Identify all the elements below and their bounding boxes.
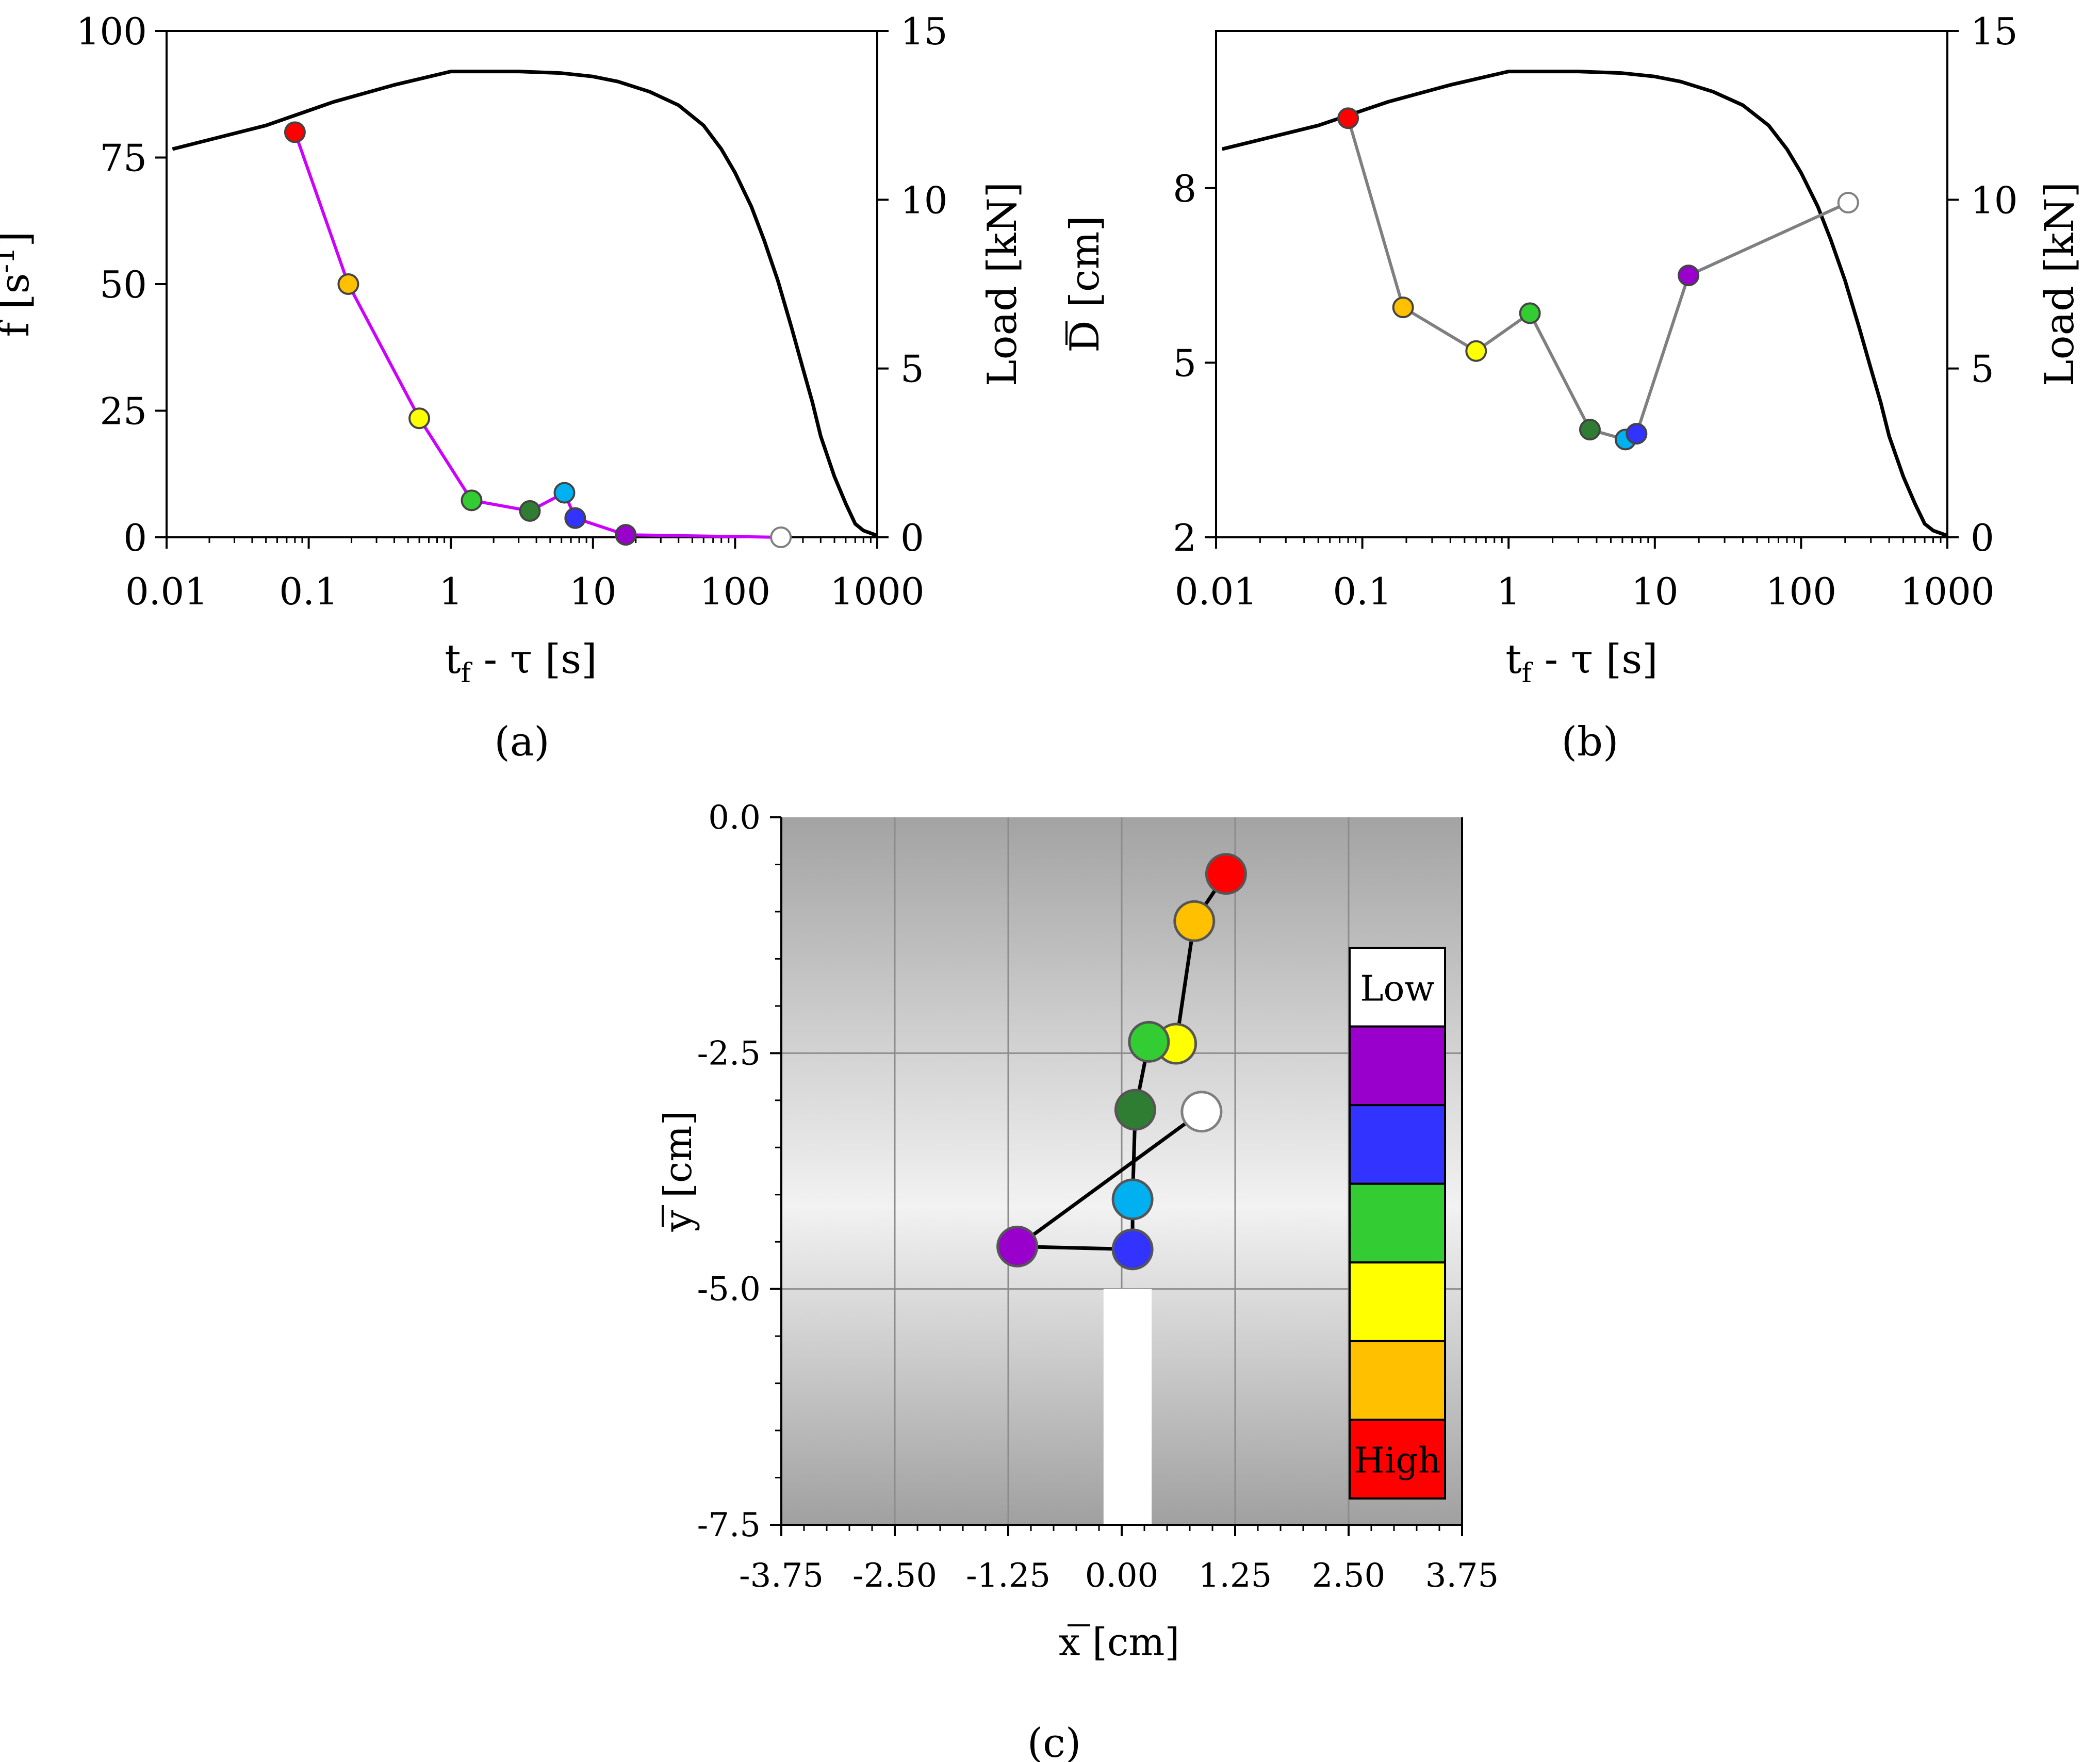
panel-b-x-axis-label: tf - τ [s] bbox=[1505, 636, 1658, 689]
panel-c-legend-swatch bbox=[1349, 1261, 1446, 1342]
panel-a-x-tick-label: 1 bbox=[439, 570, 463, 613]
panel-a-marker-line bbox=[293, 131, 781, 539]
panel-b-x-tick-label: 0.1 bbox=[1333, 570, 1392, 613]
panel-c-y-tick-label: 0.0 bbox=[708, 799, 761, 837]
panel-a-y-tick-label: 25 bbox=[100, 390, 147, 433]
panel-c-data-point bbox=[1114, 1089, 1156, 1131]
panel-c-slot bbox=[1103, 1289, 1152, 1525]
panel-a-data-point bbox=[284, 121, 306, 143]
panel-c-x-tick-label: 0.00 bbox=[1085, 1557, 1159, 1595]
panel-c-label: (c) bbox=[1027, 1720, 1081, 1762]
panel-a-data-point bbox=[770, 526, 792, 548]
panel-b-label: (b) bbox=[1562, 719, 1619, 765]
panel-b-chart: 0.01 0.1 1 10 100 1000 2 5 8 0 5 10 15 tf - τ [s] D … bbox=[1062, 10, 2083, 765]
panel-a-label: (a) bbox=[494, 719, 549, 765]
panel-b-y2-tick-label: 10 bbox=[1971, 178, 2018, 222]
panel-b-data-point bbox=[1837, 191, 1859, 213]
panel-c-x-tick-label: 3.75 bbox=[1425, 1557, 1499, 1595]
panel-a-y2-tick-label: 0 bbox=[900, 516, 924, 559]
panel-b-y-tick-label: 2 bbox=[1173, 516, 1196, 559]
panel-c-chart: -3.75 -2.50 -1.25 0.00 1.25 2.50 3.75 0.0 -2.5 -5… bbox=[656, 799, 1499, 1762]
svg-text:f [s-1]: f [s-1] bbox=[0, 231, 38, 337]
panel-b-data-point bbox=[1392, 297, 1414, 319]
panel-c-x-tick-label: -2.50 bbox=[852, 1557, 937, 1595]
panel-a-y-tick-label: 0 bbox=[123, 516, 147, 559]
panel-c-legend-swatch bbox=[1349, 947, 1446, 1028]
panel-a-data-point bbox=[461, 489, 483, 512]
panel-c-data-point bbox=[1180, 1091, 1223, 1133]
panel-c-legend-high-label: High bbox=[1354, 1441, 1440, 1481]
panel-c-x-tick-label: -3.75 bbox=[739, 1557, 824, 1595]
panel-c-x-axis-label: x [cm] bbox=[1059, 1620, 1180, 1665]
panel-b-x-tick-label: 1000 bbox=[1900, 570, 1994, 613]
panel-a-x-tick-label: 1000 bbox=[830, 570, 924, 613]
panel-a-x-tick-label: 0.1 bbox=[279, 570, 338, 613]
panel-c-legend-swatch bbox=[1349, 1025, 1446, 1107]
panel-b-y2-tick-label: 0 bbox=[1971, 516, 1994, 559]
panel-b-y2-tick-label: 15 bbox=[1971, 10, 2018, 53]
panel-c-data-point bbox=[1111, 1178, 1154, 1221]
panel-a-x-axis-label: tf - τ [s] bbox=[445, 636, 597, 689]
panel-c-data-point bbox=[1205, 853, 1247, 895]
panel-a-data-point bbox=[408, 407, 431, 430]
panel-a-x-tick-label: 0.01 bbox=[125, 570, 208, 613]
panel-c-legend-swatch bbox=[1349, 1419, 1446, 1500]
panel-a-plot-frame bbox=[166, 30, 878, 538]
panel-c-data-point bbox=[1173, 900, 1216, 942]
panel-a-x-tick-label: 100 bbox=[700, 570, 770, 613]
panel-b-y2-tick-label: 5 bbox=[1971, 348, 1994, 391]
panel-c-y-axis-label: y [cm] bbox=[656, 1111, 700, 1232]
panel-b-data-point bbox=[1337, 107, 1359, 129]
panel-c-data-point bbox=[996, 1225, 1039, 1267]
panel-b-data-point bbox=[1678, 265, 1700, 287]
panel-a-y2-tick-label: 10 bbox=[900, 178, 948, 222]
panel-a-data-point bbox=[553, 482, 576, 504]
panel-c-x-tick-label: -1.25 bbox=[966, 1557, 1051, 1595]
panel-a-y2-axis-label: Load [kN] bbox=[979, 182, 1026, 386]
panel-a-data-point bbox=[337, 273, 359, 295]
panel-a-data-point bbox=[564, 507, 586, 529]
panel-b-x-tick-label: 1 bbox=[1497, 570, 1520, 613]
panel-c-x-tick-label: 1.25 bbox=[1199, 1557, 1272, 1595]
panel-a-data-point bbox=[615, 524, 637, 546]
panel-b-y-tick-label: 5 bbox=[1173, 341, 1196, 385]
panel-c-y-tick-label: -2.5 bbox=[697, 1034, 761, 1073]
panel-b-y-tick-label: 8 bbox=[1173, 167, 1196, 210]
panel-c-data-point bbox=[1128, 1020, 1170, 1063]
panel-a-y-tick-label: 100 bbox=[76, 10, 147, 53]
panel-b-y-axis-label: D [cm] bbox=[1062, 216, 1108, 353]
panel-a-y2-tick-label: 15 bbox=[900, 10, 948, 53]
panel-b-data-point bbox=[1579, 419, 1601, 441]
panel-c-legend-swatch bbox=[1349, 1340, 1446, 1421]
panel-b-data-point bbox=[1465, 340, 1487, 362]
panel-b-x-tick-label: 100 bbox=[1766, 570, 1836, 613]
panel-b-x-tick-label: 10 bbox=[1631, 570, 1679, 613]
panel-b-data-point bbox=[1519, 302, 1541, 324]
panel-c-y-tick-label: -7.5 bbox=[697, 1506, 761, 1544]
panel-b-data-point bbox=[1626, 423, 1648, 445]
panel-a-y-axis-label: f [s-1] bbox=[0, 231, 38, 337]
panel-c-legend-swatch bbox=[1349, 1182, 1446, 1264]
panel-c-legend-swatch bbox=[1349, 1104, 1446, 1185]
panel-a-data-point bbox=[519, 500, 541, 522]
panel-b-load-line bbox=[1221, 70, 1948, 537]
panel-b-x-tick-label: 0.01 bbox=[1175, 570, 1257, 613]
panel-b-y2-axis-label: Load [kN] bbox=[2037, 182, 2083, 386]
panel-b-marker-line bbox=[1347, 118, 1849, 441]
panel-a-x-tick-label: 10 bbox=[569, 570, 617, 613]
panel-a-load-line bbox=[172, 70, 878, 537]
panel-c-y-tick-label: -5.0 bbox=[697, 1271, 761, 1309]
panel-c-data-point bbox=[1111, 1228, 1154, 1271]
panel-c-legend-low-label: Low bbox=[1360, 968, 1434, 1009]
svg-text:D [cm]: D [cm] bbox=[1062, 216, 1108, 353]
panel-c-x-tick-label: 2.50 bbox=[1312, 1557, 1386, 1595]
panel-b-plot-frame bbox=[1215, 30, 1948, 538]
panel-a-y2-tick-label: 5 bbox=[900, 348, 924, 391]
panel-a-y-tick-label: 75 bbox=[100, 137, 147, 180]
panel-a-y-tick-label: 50 bbox=[100, 263, 147, 306]
